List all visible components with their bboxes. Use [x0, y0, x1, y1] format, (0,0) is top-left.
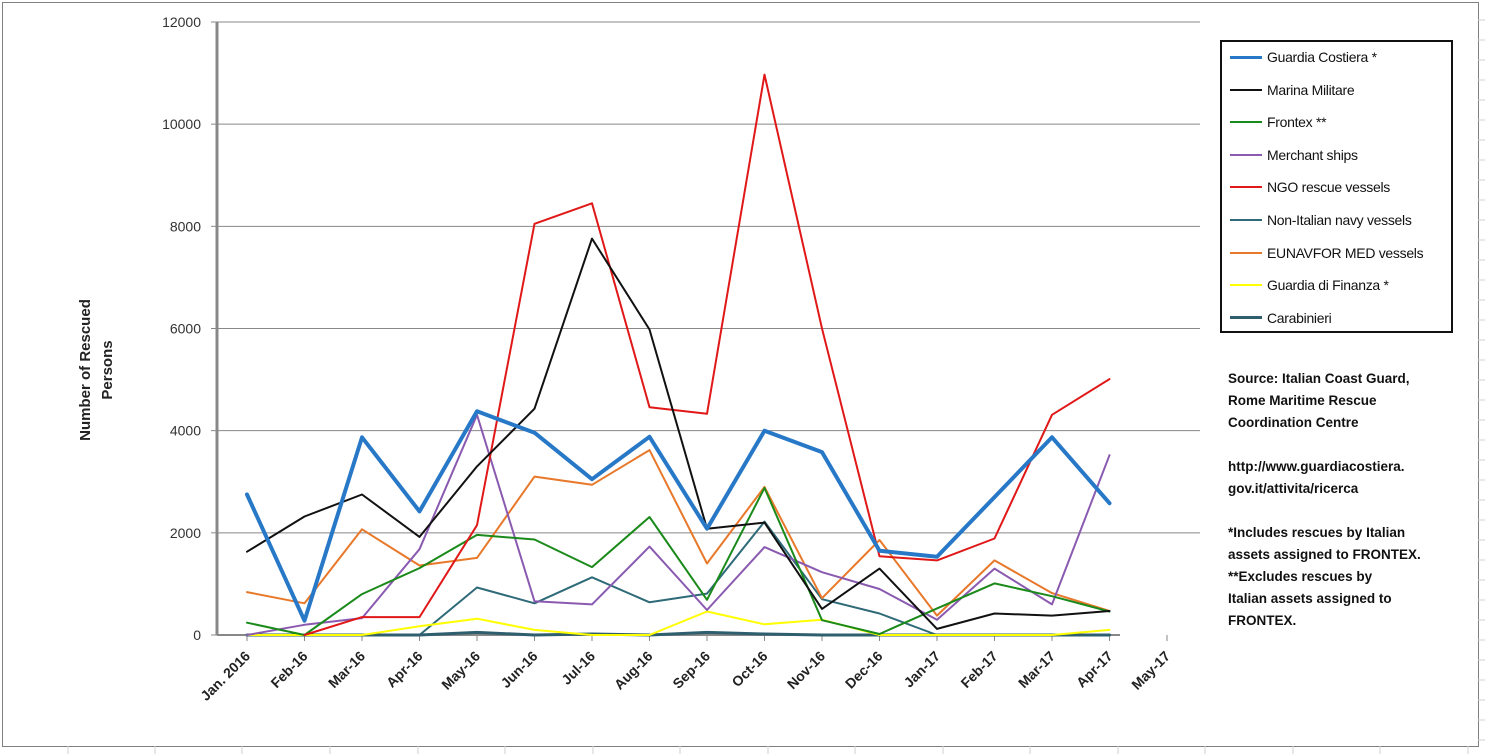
spreadsheet-grid-right	[1478, 19, 1485, 741]
legend-label: Merchant ships	[1267, 146, 1358, 163]
legend-label: Guardia Costiera *	[1267, 49, 1377, 65]
x-tick-label: Jul-16	[558, 648, 598, 688]
x-tick-label: Mar-16	[325, 648, 368, 691]
legend-item: Frontex **	[1230, 112, 1450, 132]
line-chart: 0 2000 4000 6000 8000 10000 12000 Jan. 2016 Feb…	[77, 14, 1200, 704]
source-note-line: FRONTEX.	[1228, 613, 1297, 628]
series-line-eunavfor-med-vessels	[246, 449, 1111, 617]
source-note-line: Italian assets assigned to	[1228, 591, 1392, 606]
x-tick-label: Dec-16	[842, 648, 886, 692]
legend-swatch	[1230, 284, 1262, 287]
legend-swatch	[1230, 316, 1262, 320]
legend-item: EUNAVFOR MED vessels	[1230, 243, 1450, 263]
chart-legend: Guardia Costiera * Marina Militare Frontex…	[1220, 40, 1453, 333]
legend-item: NGO rescue vessels	[1230, 177, 1450, 197]
x-tick-label: Mar-17	[1015, 648, 1058, 691]
legend-swatch	[1230, 88, 1262, 91]
x-tick-label: Apr-16	[383, 648, 426, 691]
grid-lines	[217, 21, 1200, 534]
legend-swatch	[1230, 251, 1262, 254]
x-tick-label: Jun-16	[497, 648, 540, 691]
legend-label: Frontex **	[1267, 114, 1327, 131]
y-axis-label-line-1: Number of Rescued	[77, 299, 94, 441]
x-tick-label: Oct-16	[728, 648, 770, 690]
x-tick-label: May-16	[438, 648, 483, 693]
series-line-guardia-di-finanza	[246, 610, 1111, 636]
x-tick-label: Feb-17	[957, 648, 1000, 691]
x-tick-label: Feb-16	[267, 648, 310, 691]
y-tick-label: 2000	[170, 525, 201, 541]
y-tick-label: 0	[193, 627, 201, 643]
legend-item: Guardia Costiera *	[1230, 47, 1450, 67]
x-tick-label: Nov-16	[784, 648, 828, 692]
legend-label: EUNAVFOR MED vessels	[1267, 244, 1424, 261]
series-line-marina-militare	[246, 237, 1111, 630]
source-note-line: Rome Maritime Rescue	[1228, 393, 1377, 408]
source-note-line: Coordination Centre	[1228, 415, 1359, 430]
source-note-line: gov.it/attivita/ricerca	[1228, 481, 1359, 496]
series-line-guardia-costiera	[245, 409, 1112, 623]
source-note-line: assets assigned to FRONTEX.	[1228, 547, 1421, 562]
legend-swatch	[1230, 186, 1262, 189]
series-line-frontex	[246, 486, 1111, 636]
legend-swatch	[1230, 219, 1262, 221]
legend-swatch	[1230, 121, 1262, 124]
series-line-merchant-ships	[246, 413, 1111, 636]
x-tick-label: Jan. 2016	[197, 648, 253, 704]
legend-item: Marina Militare	[1230, 80, 1450, 100]
y-axis-label-line-2: Persons	[99, 340, 116, 399]
y-tick-label: 8000	[170, 218, 201, 234]
legend-label: Carabinieri	[1267, 309, 1332, 326]
x-tick-labels: Jan. 2016 Feb-16 Mar-16 Apr-16 May-16 Jun-16 J…	[197, 648, 1173, 704]
axes	[211, 21, 1168, 641]
y-tick-label: 10000	[162, 116, 201, 132]
source-note-line: *Includes rescues by Italian	[1228, 525, 1406, 540]
legend-swatch	[1230, 55, 1262, 59]
source-note-line: http://www.guardiacostiera.	[1228, 459, 1405, 474]
source-note: Source: Italian Coast Guard, Rome Maritim…	[1228, 368, 1468, 632]
source-note-line: **Excludes rescues by	[1228, 569, 1373, 584]
spreadsheet-grid-bottom	[67, 746, 1469, 754]
legend-item: Guardia di Finanza *	[1230, 275, 1450, 295]
legend-swatch	[1230, 153, 1262, 156]
legend-label: Non-Italian navy vessels	[1267, 212, 1412, 228]
y-tick-label: 6000	[170, 321, 201, 337]
x-tick-label: Aug-16	[611, 648, 656, 693]
legend-item: Merchant ships	[1230, 145, 1450, 165]
legend-label: Marina Militare	[1267, 81, 1355, 98]
x-tick-label: Jan-17	[900, 648, 943, 691]
y-tick-labels: 0 2000 4000 6000 8000 10000 12000	[162, 14, 201, 643]
legend-item: Carabinieri	[1230, 308, 1450, 328]
source-note-line: Source: Italian Coast Guard,	[1228, 371, 1410, 386]
legend-label: Guardia di Finanza *	[1267, 277, 1389, 294]
series-lines	[245, 73, 1112, 637]
legend-item: Non-Italian navy vessels	[1230, 210, 1450, 230]
x-tick-label: Apr-17	[1073, 648, 1116, 691]
legend-label: NGO rescue vessels	[1267, 179, 1390, 196]
x-tick-label: Sep-16	[669, 648, 713, 692]
series-line-ngo-rescue-vessels	[303, 73, 1111, 636]
x-tick-label: May-17	[1128, 648, 1173, 693]
y-tick-label: 4000	[170, 423, 201, 439]
y-tick-label: 12000	[162, 14, 201, 30]
